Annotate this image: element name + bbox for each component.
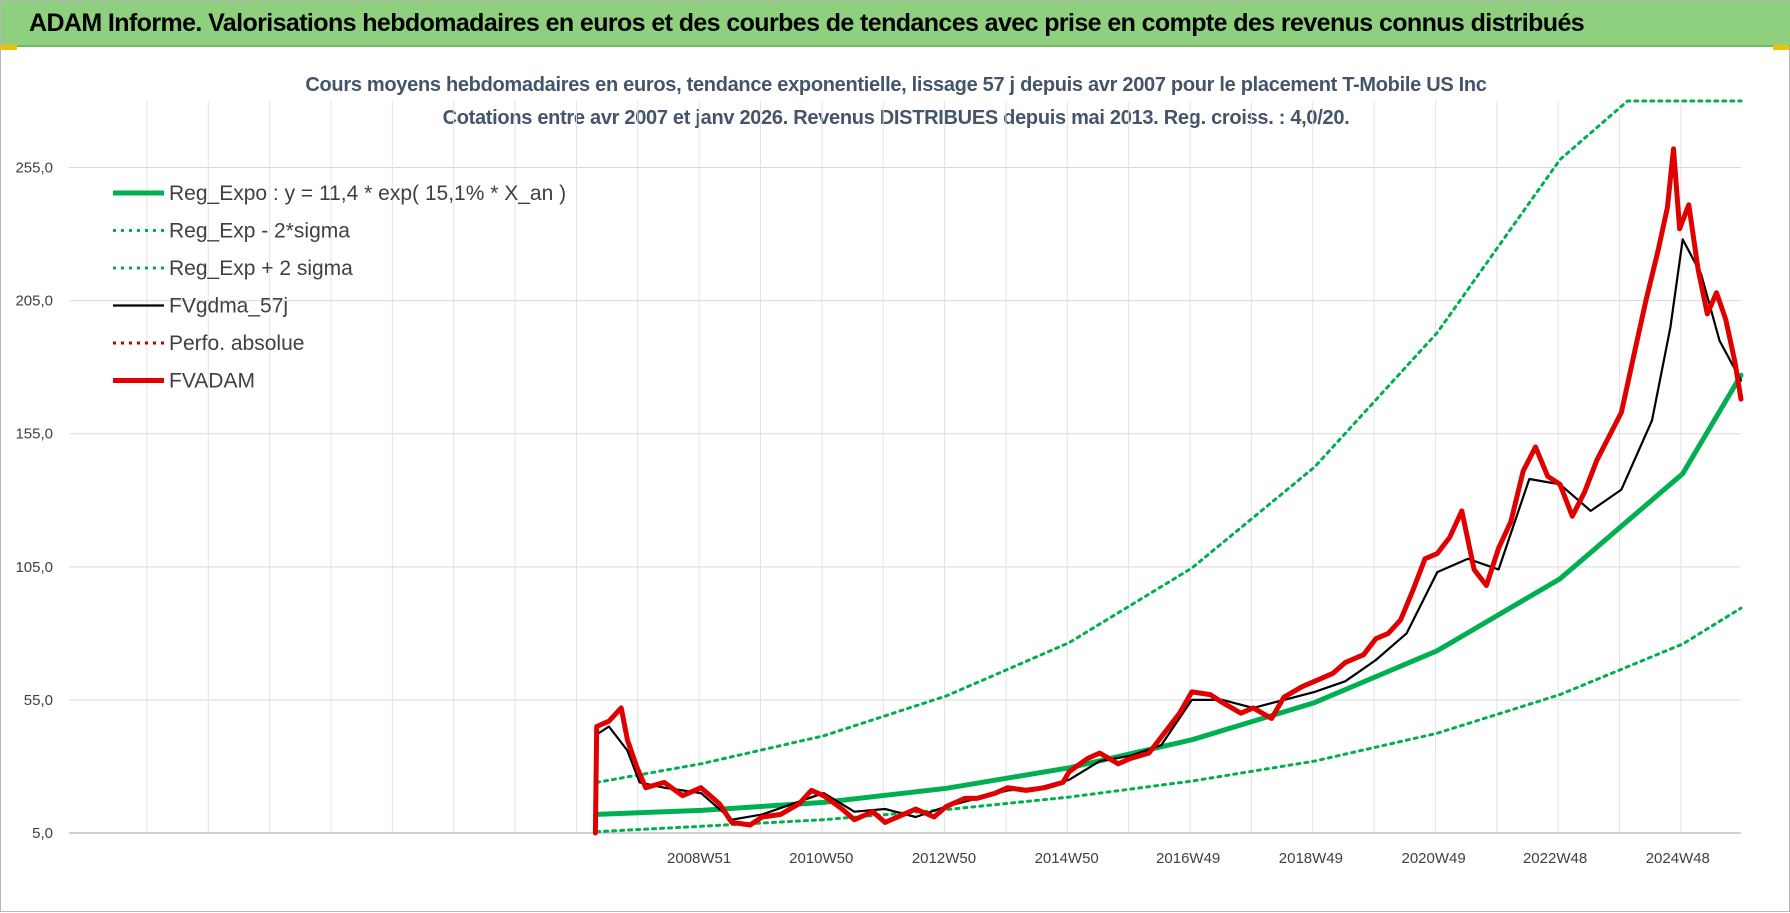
- x-tick-label: 2012W50: [912, 850, 976, 867]
- series-line-3: [595, 238, 1743, 821]
- y-tick-label: 105,0: [15, 559, 53, 576]
- y-tick-label: 5,0: [32, 825, 53, 842]
- y-tick-label: 255,0: [15, 160, 53, 177]
- chart-subtitle: Cotations entre avr 2007 et janv 2026. R…: [442, 107, 1350, 129]
- series-line-5: [592, 146, 1744, 836]
- chart-title: Cours moyens hebdomadaires en euros, ten…: [305, 74, 1487, 96]
- legend: Reg_Expo : y = 11,4 * exp( 15,1% * X_an …: [113, 182, 566, 393]
- x-tick-label: 2022W48: [1523, 850, 1587, 867]
- x-tick-label: 2020W49: [1401, 850, 1465, 867]
- header-banner: ADAM Informe. Valorisations hebdomadaire…: [1, 1, 1790, 47]
- y-tick-label: 155,0: [15, 426, 53, 443]
- x-tick-label: 2014W50: [1035, 850, 1099, 867]
- series-line-1: [595, 606, 1743, 834]
- axes: 5,0 55,0 105,0 155,0 205,0 255,0 2008W51 2010W5…: [15, 160, 1741, 867]
- legend-entry: FVgdma_57j: [169, 295, 288, 318]
- legend-entry: Reg_Exp - 2*sigma: [169, 220, 350, 243]
- x-tick-label: 2010W50: [789, 850, 853, 867]
- corner-mark-left: [1, 45, 17, 50]
- x-tick-label: 2016W49: [1156, 850, 1220, 867]
- legend-entry: FVADAM: [169, 370, 255, 393]
- legend-entry: Perfo. absolue: [169, 332, 304, 355]
- series-line-2: [595, 99, 1743, 784]
- series-line-0: [594, 372, 1744, 817]
- x-tick-label: 2018W49: [1279, 850, 1343, 867]
- corner-mark-right: [1773, 45, 1789, 50]
- x-tick-label: 2024W48: [1646, 850, 1710, 867]
- legend-entry: Reg_Exp + 2 sigma: [169, 257, 353, 280]
- x-tick-label: 2008W51: [667, 850, 731, 867]
- y-tick-label: 55,0: [24, 692, 53, 709]
- y-tick-label: 205,0: [15, 293, 53, 310]
- grid: [69, 101, 1741, 834]
- series-lines: [592, 99, 1744, 836]
- page-title: ADAM Informe. Valorisations hebdomadaire…: [29, 9, 1585, 37]
- legend-entry: Reg_Expo : y = 11,4 * exp( 15,1% * X_an …: [169, 182, 566, 205]
